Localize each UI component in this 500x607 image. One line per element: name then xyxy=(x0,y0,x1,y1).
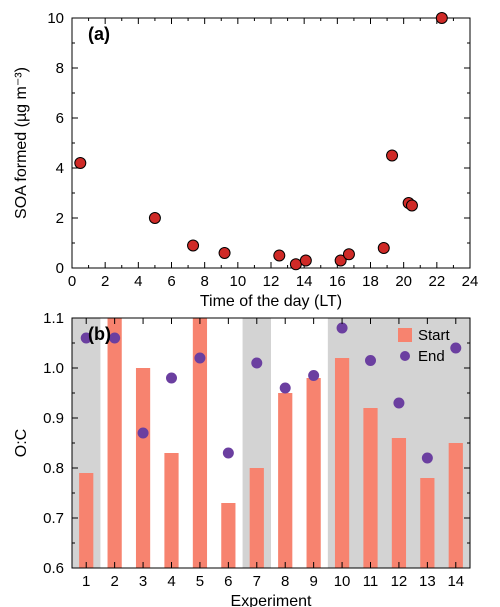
svg-text:0.6: 0.6 xyxy=(43,560,64,577)
svg-text:8: 8 xyxy=(56,60,64,77)
svg-text:18: 18 xyxy=(362,273,379,290)
svg-text:3: 3 xyxy=(139,573,147,590)
svg-text:0: 0 xyxy=(56,260,64,277)
svg-text:0.8: 0.8 xyxy=(43,460,64,477)
svg-text:6: 6 xyxy=(56,110,64,127)
svg-text:6: 6 xyxy=(224,573,232,590)
svg-text:2: 2 xyxy=(110,573,118,590)
svg-text:13: 13 xyxy=(419,573,436,590)
svg-text:7: 7 xyxy=(253,573,261,590)
svg-text:(a): (a) xyxy=(88,24,110,44)
svg-text:20: 20 xyxy=(395,273,412,290)
svg-text:10: 10 xyxy=(47,10,64,27)
svg-text:End: End xyxy=(418,348,445,365)
svg-text:22: 22 xyxy=(428,273,445,290)
svg-text:Start: Start xyxy=(418,327,451,344)
svg-text:O:C: O:C xyxy=(13,429,30,457)
svg-text:9: 9 xyxy=(309,573,317,590)
svg-text:SOA formed (µg m⁻³): SOA formed (µg m⁻³) xyxy=(13,67,30,219)
chart-svg: 0246810121416182022240246810Time of the … xyxy=(0,0,500,607)
svg-text:8: 8 xyxy=(281,573,289,590)
svg-text:12: 12 xyxy=(391,573,408,590)
svg-text:0: 0 xyxy=(68,273,76,290)
svg-text:1: 1 xyxy=(82,573,90,590)
svg-text:6: 6 xyxy=(167,273,175,290)
svg-text:1.1: 1.1 xyxy=(43,310,64,327)
svg-text:Experiment: Experiment xyxy=(231,593,312,607)
svg-text:1.0: 1.0 xyxy=(43,360,64,377)
svg-text:8: 8 xyxy=(200,273,208,290)
svg-text:(b): (b) xyxy=(88,324,111,344)
svg-text:10: 10 xyxy=(229,273,246,290)
svg-text:14: 14 xyxy=(447,573,464,590)
svg-text:4: 4 xyxy=(56,160,64,177)
svg-text:12: 12 xyxy=(263,273,280,290)
svg-text:0.9: 0.9 xyxy=(43,410,64,427)
svg-text:10: 10 xyxy=(334,573,351,590)
svg-text:0.7: 0.7 xyxy=(43,510,64,527)
svg-text:Time of the day (LT): Time of the day (LT) xyxy=(200,293,342,310)
svg-text:16: 16 xyxy=(329,273,346,290)
svg-text:2: 2 xyxy=(56,210,64,227)
svg-text:14: 14 xyxy=(296,273,313,290)
svg-text:24: 24 xyxy=(462,273,479,290)
svg-text:11: 11 xyxy=(363,573,379,590)
svg-text:4: 4 xyxy=(134,273,142,290)
svg-text:4: 4 xyxy=(167,573,175,590)
svg-text:2: 2 xyxy=(101,273,109,290)
svg-text:5: 5 xyxy=(196,573,204,590)
figure: 0246810121416182022240246810Time of the … xyxy=(0,0,500,607)
